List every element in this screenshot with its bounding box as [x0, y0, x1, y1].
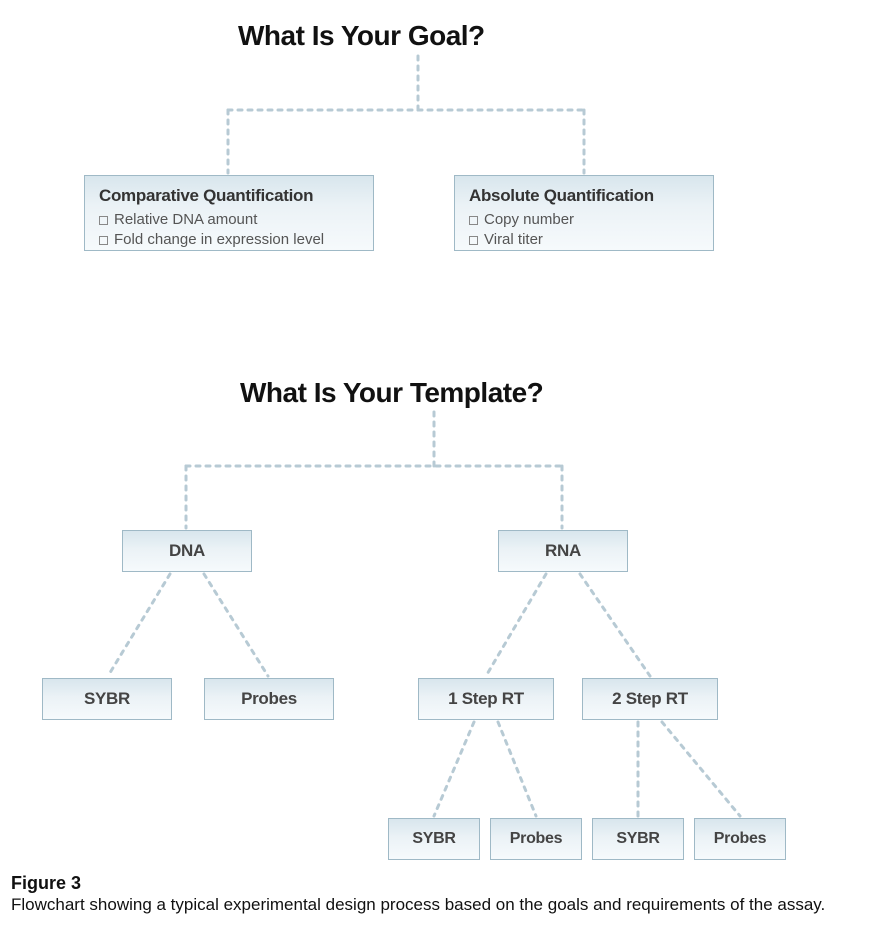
box-label: SYBR	[84, 689, 130, 709]
box-1-step-rt: 1 Step RT	[418, 678, 554, 720]
bullet-text: Copy number	[484, 210, 574, 230]
box-label: 2 Step RT	[612, 689, 688, 709]
bullet-item: Fold change in expression level	[99, 230, 359, 250]
box-comparative-quantification: Comparative Quantification Relative DNA …	[84, 175, 374, 251]
box-title: Comparative Quantification	[99, 186, 359, 206]
bullet-item: Copy number	[469, 210, 699, 230]
bullet-square-icon	[99, 216, 108, 225]
box-label: Probes	[241, 689, 297, 709]
bullet-square-icon	[99, 236, 108, 245]
bullet-square-icon	[469, 236, 478, 245]
box-dna: DNA	[122, 530, 252, 572]
bullet-text: Relative DNA amount	[114, 210, 257, 230]
connector-line	[108, 574, 170, 676]
connector-line	[204, 574, 268, 676]
bullet-text: Viral titer	[484, 230, 543, 250]
connector-line	[498, 722, 536, 816]
bullet-item: Viral titer	[469, 230, 699, 250]
box-label: SYBR	[412, 830, 455, 848]
connector-line	[486, 574, 546, 676]
figure-caption-text: Flowchart showing a typical experimental…	[11, 894, 851, 915]
box-label: 1 Step RT	[448, 689, 524, 709]
figure-caption-title: Figure 3	[11, 873, 81, 894]
box-2-step-rt: 2 Step RT	[582, 678, 718, 720]
connectors-layer	[0, 0, 872, 946]
box-label: RNA	[545, 541, 581, 561]
heading-template: What Is Your Template?	[240, 377, 543, 409]
bullet-text: Fold change in expression level	[114, 230, 324, 250]
box-sybr-dna: SYBR	[42, 678, 172, 720]
bullet-item: Relative DNA amount	[99, 210, 359, 230]
box-sybr-step2: SYBR	[592, 818, 684, 860]
box-label: Probes	[714, 830, 766, 848]
connector-line	[434, 722, 474, 816]
box-probes-step1: Probes	[490, 818, 582, 860]
box-probes-dna: Probes	[204, 678, 334, 720]
heading-goal: What Is Your Goal?	[238, 20, 485, 52]
connector-line	[662, 722, 740, 816]
box-label: DNA	[169, 541, 205, 561]
box-label: SYBR	[616, 830, 659, 848]
box-probes-step2: Probes	[694, 818, 786, 860]
box-sybr-step1: SYBR	[388, 818, 480, 860]
box-title: Absolute Quantification	[469, 186, 699, 206]
connector-line	[580, 574, 650, 676]
box-rna: RNA	[498, 530, 628, 572]
bullet-square-icon	[469, 216, 478, 225]
box-absolute-quantification: Absolute Quantification Copy number Vira…	[454, 175, 714, 251]
box-label: Probes	[510, 830, 562, 848]
flowchart-stage: What Is Your Goal? What Is Your Template…	[0, 0, 872, 946]
